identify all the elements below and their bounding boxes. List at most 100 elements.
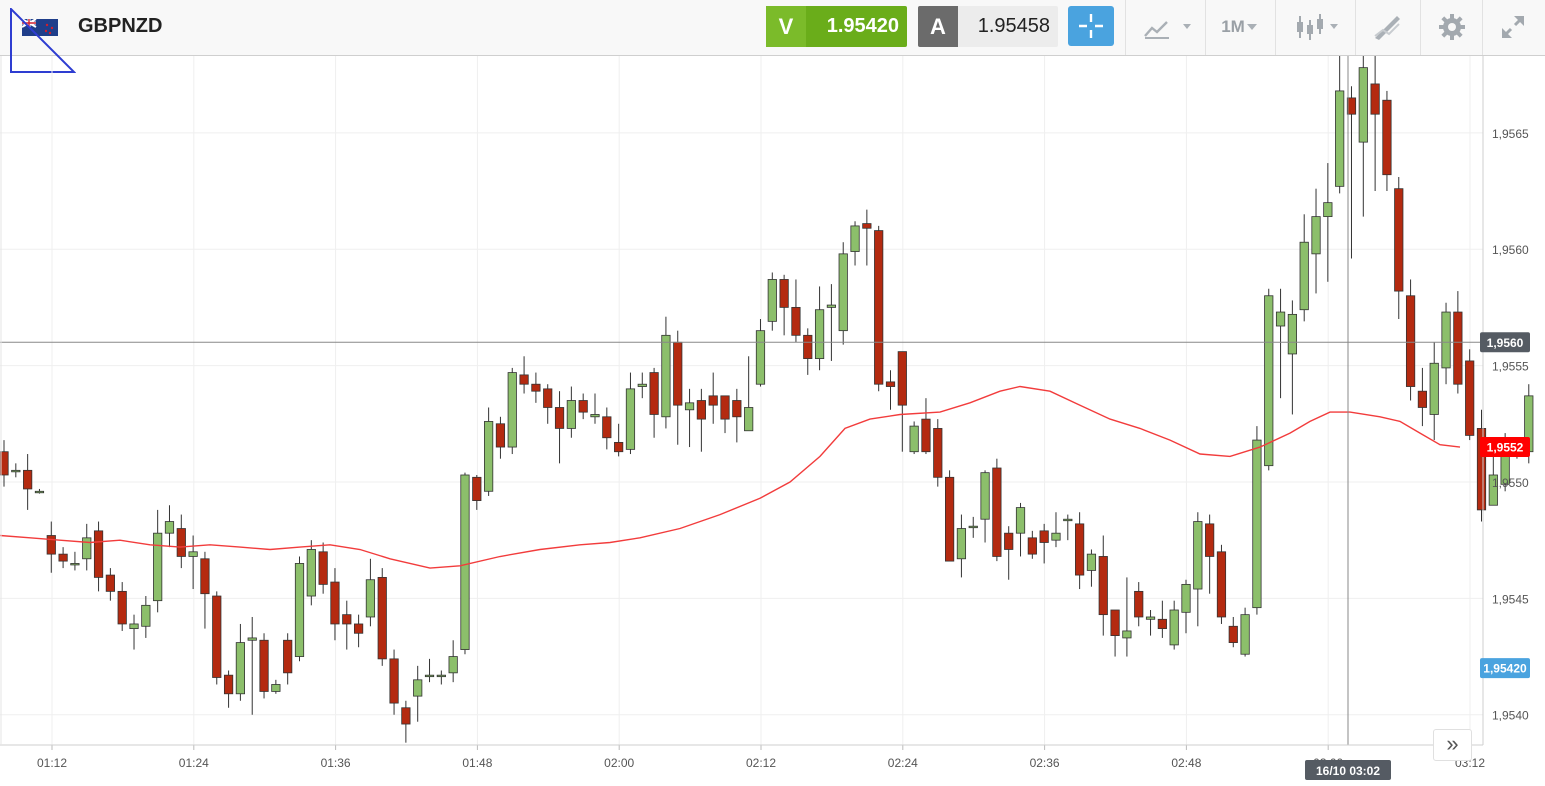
toolbar-divider [1125, 0, 1126, 55]
candle-down [897, 351, 907, 406]
candle-down [1417, 390, 1427, 408]
y-tick-label: 1,9555 [1492, 360, 1529, 374]
candle-down [1075, 523, 1085, 576]
sell-label: V [766, 6, 806, 47]
gear-icon [1439, 14, 1465, 40]
fullscreen-button[interactable] [1490, 6, 1536, 48]
candle-up [1488, 474, 1498, 506]
scroll-to-latest-button[interactable]: » [1433, 729, 1472, 761]
candle-down [578, 400, 588, 413]
candle-up [1015, 507, 1026, 534]
buy-button[interactable]: A 1.95458 [918, 6, 1058, 47]
candle-down [708, 395, 718, 406]
candle-down [614, 441, 624, 453]
sell-button[interactable]: V 1.95420 [766, 6, 907, 47]
drawing-tools-button[interactable] [1362, 6, 1412, 48]
candle-up [1051, 532, 1061, 541]
buy-price: 1.95458 [977, 15, 1050, 37]
candle-down [779, 279, 789, 308]
candle-up [235, 642, 245, 695]
candle-up [448, 656, 458, 674]
candle-up [661, 334, 671, 418]
candle-down [1476, 428, 1487, 511]
candle-down [874, 230, 884, 385]
price-chart[interactable]: 1,9565 1,9560 1,9555 1,9550 1,9545 1,9540 01:1… [0, 30, 1545, 781]
candle-up [1323, 202, 1333, 218]
candle-up [826, 304, 837, 308]
indicators-button[interactable] [1132, 6, 1198, 48]
candle-up [1311, 216, 1321, 255]
chevron-down-icon [1246, 24, 1257, 30]
y-tick-label: 1,9560 [1492, 243, 1529, 257]
chart-type-button[interactable] [1283, 6, 1349, 48]
x-tick-label: 01:48 [462, 756, 492, 770]
candle-up [1181, 583, 1191, 613]
candle-down [602, 416, 612, 439]
crosshair [0, 56, 1483, 745]
axes: 1,9565 1,9560 1,9555 1,9550 1,9545 1,9540 01:1… [0, 56, 1529, 770]
candle-down [23, 469, 33, 490]
candle-down [1216, 551, 1227, 618]
candle-up [507, 372, 517, 448]
candle-up [141, 604, 151, 627]
candle-up [767, 279, 777, 322]
candle-down [472, 476, 482, 501]
candle-up [306, 549, 316, 597]
candle-down [992, 467, 1002, 557]
candle-up [1441, 311, 1451, 369]
candle-down [93, 530, 104, 578]
candle-up [1193, 521, 1203, 590]
candle-up [755, 330, 766, 385]
candle-down [885, 381, 896, 387]
fullscreen-icon [1501, 15, 1525, 39]
candle-down [791, 306, 801, 336]
candle-down [318, 551, 328, 585]
candle-down [117, 590, 127, 625]
candle-up [436, 674, 446, 678]
indicators-icon [1144, 21, 1191, 39]
candle-down [1228, 625, 1238, 643]
y-tick-label: 1,9565 [1492, 127, 1529, 141]
candle-down [649, 372, 659, 415]
candle-up [153, 532, 163, 602]
candle-up [129, 623, 139, 630]
candle-down [1465, 360, 1475, 436]
candle-up [1335, 90, 1345, 187]
candle-down [176, 528, 186, 557]
candle-up [1240, 614, 1250, 655]
candle-down [945, 476, 955, 562]
grid-lines [0, 56, 1483, 745]
crosshair-icon [1079, 14, 1103, 38]
candle-up [484, 421, 494, 492]
crosshair-button[interactable] [1068, 6, 1114, 46]
candle-up [70, 563, 80, 566]
candle-down [1110, 609, 1120, 636]
candle-up [247, 637, 257, 641]
candlestick-chart[interactable]: 1,9565 1,9560 1,9555 1,9550 1,9545 1,9540 01:1… [0, 30, 1545, 781]
candle-down [673, 341, 683, 406]
candle-down [1027, 537, 1037, 555]
candle-up [625, 388, 636, 450]
candle-down [732, 400, 742, 418]
y-tick-label: 1,9550 [1492, 476, 1529, 490]
candle-down [283, 639, 293, 674]
x-tick-label: 02:24 [888, 756, 918, 770]
candle-up [744, 407, 754, 432]
candle-up [34, 490, 45, 494]
buy-label: A [918, 6, 958, 47]
candle-down [1004, 532, 1014, 550]
instrument-symbol[interactable]: GBPNZD [78, 15, 163, 37]
candle-down [1346, 97, 1357, 115]
candle-down [58, 553, 68, 562]
candle-up [413, 679, 423, 697]
candle-down [377, 577, 387, 660]
candle-up [1429, 362, 1439, 415]
candle-down [519, 374, 529, 385]
x-tick-label: 01:36 [321, 756, 351, 770]
candle-down [543, 388, 553, 408]
candle-down [1382, 99, 1392, 176]
timeframe-dropdown[interactable]: 1M [1210, 6, 1270, 48]
sell-price: 1.95420 [826, 15, 899, 37]
settings-button[interactable] [1428, 6, 1476, 48]
candle-down [1205, 523, 1215, 557]
